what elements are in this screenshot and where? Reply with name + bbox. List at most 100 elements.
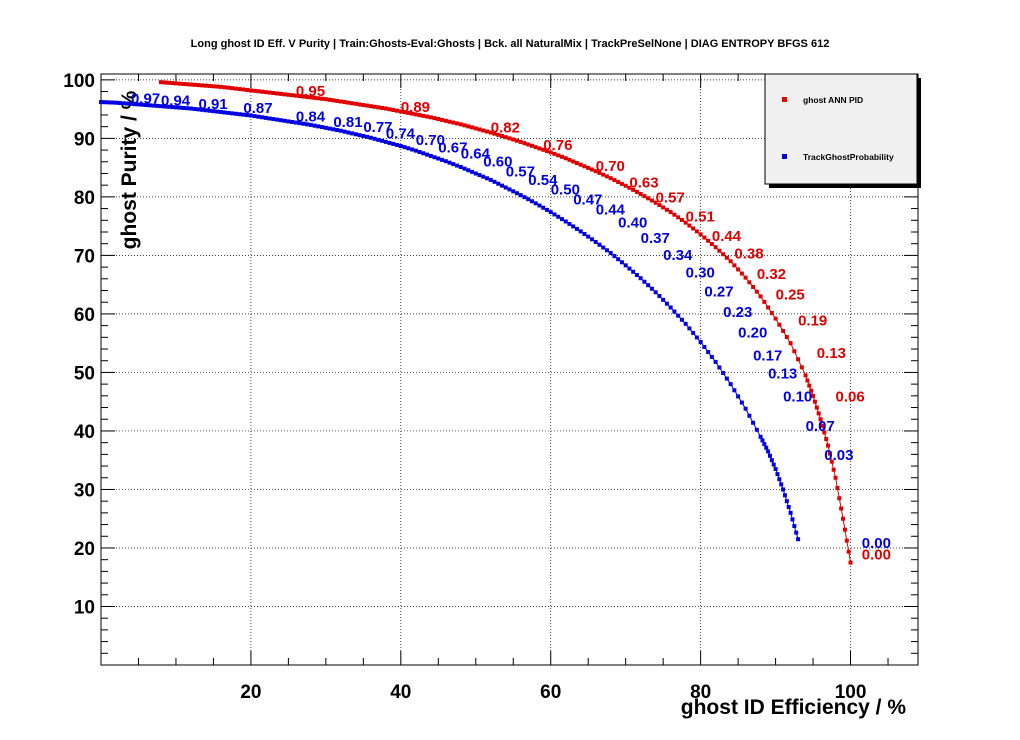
data-point-ghost-ann-pid	[724, 255, 729, 260]
data-point-trackghostprobability	[790, 517, 795, 522]
cut-label-trackghostprobability: 0.87	[243, 100, 272, 117]
data-point-trackghostprobability	[102, 100, 107, 105]
data-point-ghost-ann-pid	[799, 365, 804, 370]
series-line-trackghostprobability	[100, 101, 799, 540]
data-point-trackghostprobability	[383, 139, 388, 144]
data-point-trackghostprobability	[222, 110, 227, 115]
cut-label-ghost-ann-pid: 0.63	[629, 175, 658, 192]
cut-label-trackghostprobability: 0.07	[806, 418, 835, 435]
data-point-trackghostprobability	[691, 330, 696, 335]
y-tick-label: 20	[74, 539, 95, 560]
data-point-ghost-ann-pid	[608, 176, 613, 181]
y-tick-label: 90	[74, 129, 95, 150]
data-point-trackghostprobability	[627, 266, 632, 271]
data-point-ghost-ann-pid	[668, 210, 673, 215]
data-point-trackghostprobability	[649, 286, 654, 291]
data-point-ghost-ann-pid	[827, 451, 832, 456]
data-point-ghost-ann-pid	[706, 238, 711, 243]
data-point-ghost-ann-pid	[488, 130, 493, 135]
cut-label-trackghostprobability: 0.94	[161, 93, 191, 110]
data-point-trackghostprobability	[200, 107, 205, 112]
data-point-ghost-ann-pid	[567, 157, 572, 162]
data-point-ghost-ann-pid	[440, 117, 445, 122]
data-point-trackghostprobability	[679, 317, 684, 322]
data-point-trackghostprobability	[458, 165, 463, 170]
data-point-trackghostprobability	[717, 365, 722, 370]
data-point-trackghostprobability	[147, 103, 152, 108]
data-point-ghost-ann-pid	[728, 259, 733, 264]
data-point-ghost-ann-pid	[447, 119, 452, 124]
data-point-trackghostprobability	[357, 133, 362, 138]
data-point-trackghostprobability	[267, 116, 272, 121]
data-point-trackghostprobability	[631, 269, 636, 274]
data-point-trackghostprobability	[331, 127, 336, 132]
data-point-trackghostprobability	[320, 125, 325, 130]
data-point-trackghostprobability	[402, 145, 407, 150]
data-point-ghost-ann-pid	[672, 212, 677, 217]
data-point-ghost-ann-pid	[425, 114, 430, 119]
data-point-trackghostprobability	[728, 382, 733, 387]
data-point-trackghostprobability	[286, 119, 291, 124]
x-tick-labels: 20 40 60 80 100	[240, 682, 866, 703]
data-point-ghost-ann-pid	[353, 101, 358, 106]
data-point-ghost-ann-pid	[185, 82, 190, 87]
data-point-trackghostprobability	[338, 128, 343, 133]
data-point-trackghostprobability	[668, 305, 673, 310]
data-point-ghost-ann-pid	[477, 127, 482, 132]
data-point-ghost-ann-pid	[496, 132, 501, 137]
data-point-ghost-ann-pid	[747, 280, 752, 285]
data-point-trackghostprobability	[773, 466, 778, 471]
data-point-trackghostprobability	[604, 248, 609, 253]
data-point-trackghostprobability	[181, 105, 186, 110]
data-point-ghost-ann-pid	[844, 538, 849, 543]
data-point-ghost-ann-pid	[443, 118, 448, 123]
data-point-trackghostprobability	[578, 229, 583, 234]
x-axis-title: ghost ID Efficiency / %	[681, 696, 907, 719]
data-point-ghost-ann-pid	[687, 223, 692, 228]
data-point-ghost-ann-pid	[717, 248, 722, 253]
data-point-ghost-ann-pid	[833, 475, 838, 480]
cut-label-trackghostprobability: 0.10	[783, 389, 812, 406]
data-point-ghost-ann-pid	[824, 436, 829, 441]
data-point-ghost-ann-pid	[743, 275, 748, 280]
data-point-ghost-ann-pid	[809, 388, 814, 393]
cut-label-ghost-ann-pid: 0.82	[491, 120, 520, 137]
cut-label-trackghostprobability: 0.77	[363, 119, 392, 136]
data-point-ghost-ann-pid	[380, 105, 385, 110]
data-point-ghost-ann-pid	[818, 417, 823, 422]
data-point-trackghostprobability	[128, 101, 133, 106]
data-point-trackghostprobability	[218, 110, 223, 115]
data-point-trackghostprobability	[151, 103, 156, 108]
data-point-trackghostprobability	[597, 242, 602, 247]
data-point-trackghostprobability	[634, 272, 639, 277]
data-point-ghost-ann-pid	[814, 405, 819, 410]
data-point-trackghostprobability	[657, 294, 662, 299]
data-point-trackghostprobability	[786, 505, 791, 510]
data-point-ghost-ann-pid	[837, 496, 842, 501]
data-point-ghost-ann-pid	[721, 252, 726, 257]
data-point-ghost-ann-pid	[533, 145, 538, 150]
data-point-ghost-ann-pid	[395, 108, 400, 113]
cut-label-trackghostprobability: 0.57	[506, 163, 535, 180]
data-point-ghost-ann-pid	[252, 88, 257, 93]
data-point-trackghostprobability	[713, 359, 718, 364]
data-point-ghost-ann-pid	[732, 263, 737, 268]
data-point-ghost-ann-pid	[402, 110, 407, 115]
data-point-ghost-ann-pid	[676, 215, 681, 220]
data-point-ghost-ann-pid	[638, 191, 643, 196]
data-point-ghost-ann-pid	[754, 289, 759, 294]
cut-label-ghost-ann-pid: 0.57	[656, 190, 685, 207]
data-point-trackghostprobability	[567, 221, 572, 226]
data-point-ghost-ann-pid	[773, 316, 778, 321]
data-point-trackghostprobability	[470, 169, 475, 174]
data-point-ghost-ann-pid	[203, 83, 208, 88]
data-point-trackghostprobability	[771, 462, 776, 467]
data-point-ghost-ann-pid	[526, 142, 531, 147]
data-point-trackghostprobability	[481, 174, 486, 179]
y-tick-label: 30	[74, 480, 95, 501]
data-point-ghost-ann-pid	[218, 84, 223, 89]
data-point-trackghostprobability	[593, 239, 598, 244]
data-point-trackghostprobability	[769, 458, 774, 463]
data-point-trackghostprobability	[297, 121, 302, 126]
data-point-ghost-ann-pid	[188, 82, 193, 87]
